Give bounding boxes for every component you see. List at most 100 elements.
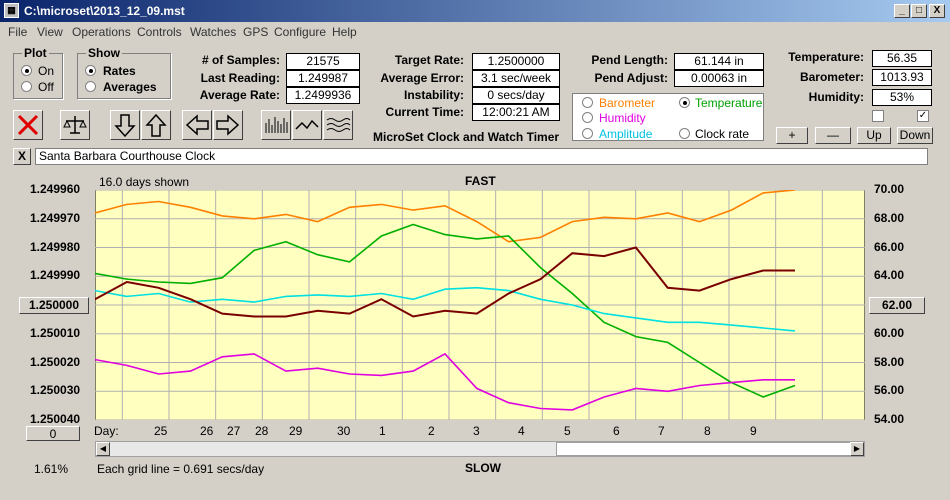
plot-on-radio[interactable] bbox=[21, 65, 32, 76]
line-view-button[interactable] bbox=[292, 110, 322, 140]
clear-name-button[interactable]: X bbox=[13, 148, 31, 165]
center-rate-button[interactable]: 1.250000 bbox=[19, 297, 89, 314]
window-title: C:\microset\2013_12_09.mst bbox=[24, 4, 185, 18]
y-right-tick: 70.00 bbox=[874, 182, 905, 196]
menu-view[interactable]: View bbox=[37, 25, 63, 39]
menu-help[interactable]: Help bbox=[332, 25, 357, 39]
scroll-thumb[interactable] bbox=[556, 442, 851, 456]
x-tick: 4 bbox=[518, 424, 525, 438]
waves-icon bbox=[326, 118, 351, 132]
x-tick: 6 bbox=[613, 424, 620, 438]
barometer-option: Barometer bbox=[599, 96, 656, 110]
clear-button[interactable] bbox=[13, 110, 43, 140]
time-scrollbar[interactable]: ◀ ▶ bbox=[95, 441, 865, 457]
menu-operations[interactable]: Operations bbox=[72, 25, 131, 39]
scroll-left-button[interactable] bbox=[182, 110, 212, 140]
close-button[interactable]: X bbox=[929, 4, 945, 18]
humidity-field: 53% bbox=[872, 89, 932, 106]
x-tick: 26 bbox=[200, 424, 214, 438]
temperature-option: Temperature bbox=[695, 96, 763, 110]
move-up-button[interactable] bbox=[141, 110, 171, 140]
plot-off-radio[interactable] bbox=[21, 81, 32, 92]
menu-gps[interactable]: GPS bbox=[243, 25, 269, 39]
amplitude-option: Amplitude bbox=[599, 127, 653, 141]
y-right-tick: 54.00 bbox=[874, 412, 905, 426]
clockrate-radio[interactable] bbox=[679, 128, 690, 139]
up-button[interactable]: Up bbox=[857, 127, 891, 144]
percent-text: 1.61% bbox=[34, 462, 69, 476]
day-axis-label: Day: bbox=[94, 424, 119, 438]
center-aux-button[interactable]: 62.00 bbox=[869, 297, 925, 314]
current-time-label: Current Time: bbox=[385, 105, 464, 119]
rates-label: Rates bbox=[103, 64, 136, 78]
y-left-tick: 1.249960 bbox=[30, 182, 81, 196]
scale-icon bbox=[63, 116, 87, 134]
down-button[interactable]: Down bbox=[897, 127, 933, 144]
y-right-tick: 58.00 bbox=[874, 354, 905, 369]
pend-adjust-field[interactable]: 0.00063 in bbox=[674, 70, 764, 87]
y-left-tick: 1.249980 bbox=[30, 239, 81, 254]
x-tick: 30 bbox=[337, 424, 351, 438]
series-line-barometer bbox=[95, 190, 796, 243]
barometer-label: Barometer: bbox=[799, 70, 864, 84]
y-left-tick: 1.249970 bbox=[30, 210, 81, 225]
menu-bar: File View Operations Controls Watches GP… bbox=[0, 22, 950, 42]
temperature-radio[interactable] bbox=[679, 97, 690, 108]
averages-radio[interactable] bbox=[85, 81, 96, 92]
balance-button[interactable] bbox=[60, 110, 90, 140]
pend-length-label: Pend Length: bbox=[591, 53, 668, 67]
plot-area bbox=[95, 190, 865, 420]
x-tick: 7 bbox=[658, 424, 665, 438]
slow-label: SLOW bbox=[465, 461, 501, 475]
humidity-label: Humidity: bbox=[808, 90, 864, 104]
temperature-label: Temperature: bbox=[788, 50, 864, 64]
line-graph-icon bbox=[295, 119, 319, 130]
barometer-radio[interactable] bbox=[582, 97, 593, 108]
averages-label: Averages bbox=[103, 80, 157, 94]
grid-note: Each grid line = 0.691 secs/day bbox=[97, 462, 265, 476]
last-reading-label: Last Reading: bbox=[200, 71, 280, 85]
samples-field: 21575 bbox=[286, 53, 360, 70]
checkbox-1[interactable] bbox=[872, 110, 884, 122]
instability-field: 0 secs/day bbox=[472, 87, 560, 104]
waves-view-button[interactable] bbox=[323, 110, 353, 140]
humidity-radio[interactable] bbox=[582, 112, 593, 123]
average-error-label: Average Error: bbox=[380, 71, 464, 85]
plus-button[interactable]: + bbox=[776, 127, 808, 144]
x-tick: 1 bbox=[379, 424, 386, 438]
plot-on-label: On bbox=[38, 64, 55, 78]
fast-label: FAST bbox=[465, 174, 496, 188]
move-down-button[interactable] bbox=[110, 110, 140, 140]
maximize-button[interactable]: □ bbox=[911, 4, 927, 18]
scroll-right-arrow-icon[interactable]: ▶ bbox=[850, 442, 864, 456]
title-bar: ▦ C:\microset\2013_12_09.mst _ □ X bbox=[0, 0, 950, 22]
x-tick: 2 bbox=[428, 424, 435, 438]
rates-radio[interactable] bbox=[85, 65, 96, 76]
x-tick: 9 bbox=[750, 424, 757, 438]
menu-configure[interactable]: Configure bbox=[274, 25, 327, 39]
average-rate-field: 1.2499936 bbox=[286, 87, 360, 104]
arrow-down-icon bbox=[114, 114, 136, 138]
scroll-right-button[interactable] bbox=[213, 110, 243, 140]
samples-label: # of Samples: bbox=[201, 53, 280, 67]
target-rate-field[interactable]: 1.2500000 bbox=[472, 53, 560, 70]
y-right-tick: 60.00 bbox=[874, 325, 905, 340]
checkbox-2[interactable]: ✓ bbox=[917, 110, 929, 122]
instability-label: Instability: bbox=[403, 88, 464, 102]
bars-view-button[interactable] bbox=[261, 110, 291, 140]
offset-button[interactable]: 0 bbox=[26, 426, 80, 441]
menu-file[interactable]: File bbox=[8, 25, 28, 39]
minus-button[interactable]: — bbox=[815, 127, 851, 144]
pend-length-field[interactable]: 61.144 in bbox=[674, 53, 764, 70]
plot-off-label: Off bbox=[38, 80, 54, 94]
clock-name-field[interactable]: Santa Barbara Courthouse Clock bbox=[35, 148, 928, 165]
y-left-tick: 1.250040 bbox=[30, 412, 81, 426]
arrow-left-icon bbox=[185, 114, 209, 136]
menu-controls[interactable]: Controls bbox=[137, 25, 182, 39]
menu-watches[interactable]: Watches bbox=[190, 25, 237, 39]
amplitude-radio[interactable] bbox=[582, 128, 593, 139]
y-left-tick: 1.250010 bbox=[30, 325, 81, 340]
scroll-left-arrow-icon[interactable]: ◀ bbox=[96, 442, 110, 456]
temperature-field: 56.35 bbox=[872, 50, 932, 67]
minimize-button[interactable]: _ bbox=[894, 4, 910, 18]
